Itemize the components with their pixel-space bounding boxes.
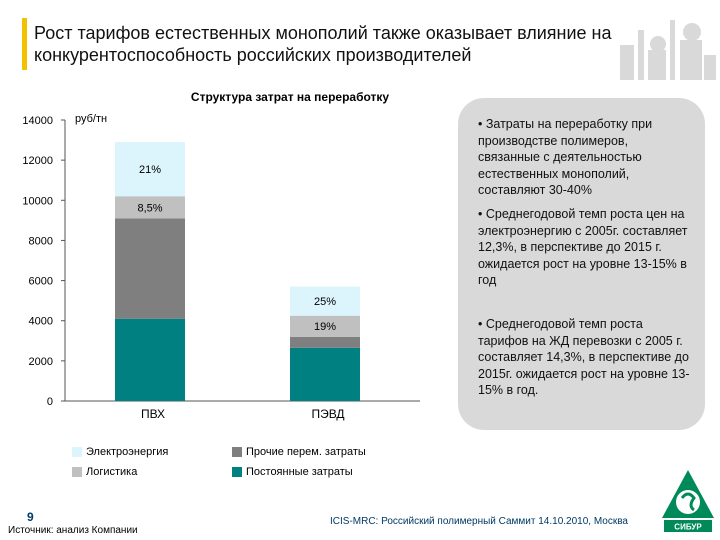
page-title: Рост тарифов естественных монополий такж… bbox=[34, 23, 612, 65]
legend-label: Прочие перем. затраты bbox=[246, 446, 366, 458]
bar-segment-fixed-1 bbox=[115, 318, 185, 401]
x-category-label: ПЭВД bbox=[311, 407, 344, 421]
data-label-background bbox=[130, 162, 170, 178]
data-label-background bbox=[305, 319, 345, 335]
data-label: 25% bbox=[314, 296, 336, 308]
y-tick-label: 2000 bbox=[29, 356, 53, 368]
bullet-electricity-growth: • Среднегодовой темп роста цен на электр… bbox=[478, 207, 688, 287]
y-tick-label: 6000 bbox=[29, 276, 53, 288]
data-label-background bbox=[305, 294, 345, 310]
y-tick-label: 10000 bbox=[22, 195, 53, 207]
x-category-label: ПВХ bbox=[141, 407, 165, 421]
key-facts-panel: • Затраты на переработку при производств… bbox=[458, 98, 705, 430]
source-note: Источник: анализ Компании bbox=[8, 525, 138, 536]
chart-title: Структура затрат на переработку bbox=[190, 90, 390, 104]
y-tick-label: 8000 bbox=[29, 235, 53, 247]
y-tick-label: 0 bbox=[47, 396, 53, 408]
legend-label: Логистика bbox=[86, 466, 138, 478]
legend-label: Электроэнергия bbox=[86, 446, 169, 458]
legend-swatch bbox=[72, 447, 82, 457]
legend-swatch bbox=[72, 467, 82, 477]
data-label: 21% bbox=[139, 164, 161, 176]
y-tick-label: 12000 bbox=[22, 155, 53, 167]
data-label: 8,5% bbox=[137, 202, 162, 214]
bar-segment-fixed-2 bbox=[290, 347, 360, 401]
bar-segment-other-2 bbox=[290, 336, 360, 348]
y-axis-unit-label: руб/тн bbox=[75, 113, 107, 125]
sibur-logo: СИБУР bbox=[662, 470, 714, 532]
title-accent-bar bbox=[22, 18, 27, 70]
y-tick-label: 4000 bbox=[29, 316, 53, 328]
y-tick-label: 14000 bbox=[22, 115, 53, 127]
cost-structure-chart: руб/тн 0 2000 4000 6000 8000 10000 12000 14000 8… bbox=[22, 113, 420, 421]
legend-swatch bbox=[232, 447, 242, 457]
bar-segment-other-1 bbox=[115, 218, 185, 319]
svg-text:СИБУР: СИБУР bbox=[674, 523, 702, 532]
legend-swatch bbox=[232, 467, 242, 477]
bullet-rail-tariffs: • Среднегодовой темп роста тарифов на ЖД… bbox=[478, 317, 690, 397]
page-number: 9 bbox=[27, 510, 34, 524]
footer-event: ICIS-MRC: Российский полимерный Саммит 1… bbox=[330, 516, 628, 527]
bullet-monopoly-costs: • Затраты на переработку при производств… bbox=[478, 117, 653, 197]
legend-label: Постоянные затраты bbox=[246, 466, 353, 478]
data-label-background bbox=[130, 200, 170, 216]
data-label: 19% bbox=[314, 321, 336, 333]
industrial-skyline-decoration bbox=[620, 20, 716, 80]
